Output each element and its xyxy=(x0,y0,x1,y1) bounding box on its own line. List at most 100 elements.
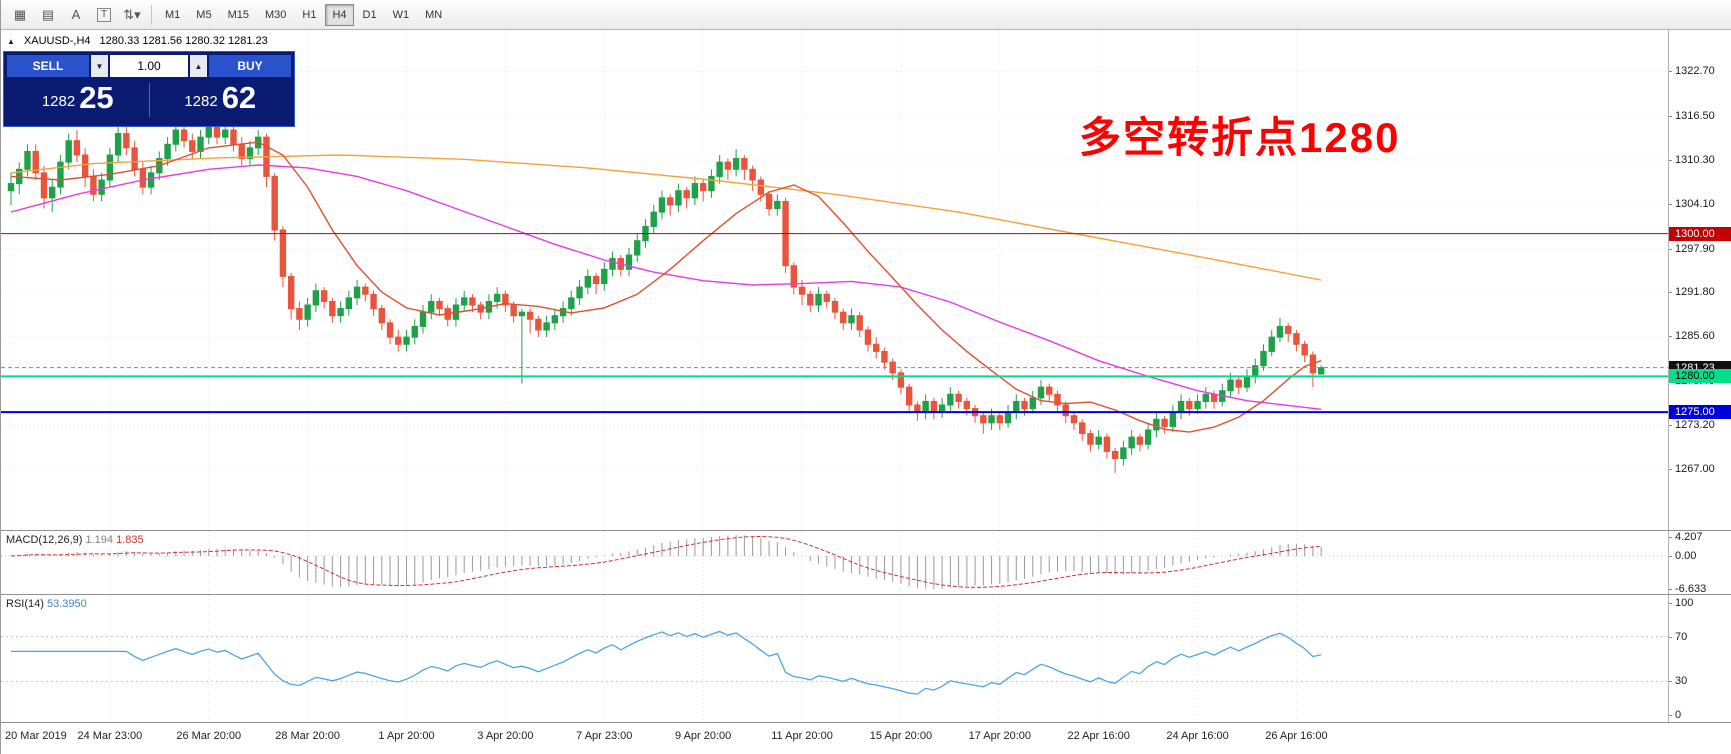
main-chart-panel: ▲ XAUUSD-,H4 1280.33 1281.56 1280.32 128… xyxy=(1,30,1731,530)
macd-vertical-grid xyxy=(10,531,1297,595)
price-axis-label: 1285.60 xyxy=(1675,330,1715,343)
toolbar: ▦ ▤ A T ⇅▾ M1 M5 M15 M30 H1 H4 D1 W1 MN xyxy=(1,0,1731,30)
sell-button[interactable]: SELL xyxy=(7,55,89,77)
rsi-axis-label: 100 xyxy=(1675,597,1694,609)
chart-annotation-text: 多空转折点1280 xyxy=(1079,114,1401,161)
bar-ohlc-values: 1280.33 1281.56 1280.32 1281.23 xyxy=(99,35,268,47)
rsi-axis[interactable]: 100 70 30 0 xyxy=(1668,595,1731,722)
timeframe-button-m30[interactable]: M30 xyxy=(264,8,287,21)
rsi-line xyxy=(11,630,1322,695)
price-axis-label: 1291.80 xyxy=(1675,286,1715,299)
price-divider xyxy=(148,83,150,117)
price-tag-1280.00: 1280.00 xyxy=(1669,369,1731,384)
time-axis-label: 26 Apr 16:00 xyxy=(1265,730,1328,742)
macd-canvas[interactable] xyxy=(1,531,1670,595)
axis-tick xyxy=(1669,425,1672,426)
text-annotation-icon[interactable]: A xyxy=(71,7,81,22)
time-axis-label: 11 Apr 20:00 xyxy=(771,730,833,742)
macd-signal-value: 1.835 xyxy=(116,534,144,546)
price-tag-1275.00: 1275.00 xyxy=(1669,405,1731,420)
timeframe-button-d1[interactable]: D1 xyxy=(362,8,377,21)
one-click-trading-panel: SELL ▼ 1.00 ▲ BUY 1282 25 1282 62 xyxy=(3,51,295,127)
timeframe-button-m1[interactable]: M1 xyxy=(165,8,181,21)
price-axis[interactable]: 1322.70 1316.50 1310.30 1304.10 1297.90 1291.… xyxy=(1668,30,1731,530)
main-chart-canvas[interactable] xyxy=(1,30,1670,530)
axis-tick xyxy=(1669,204,1672,206)
axis-tick xyxy=(1669,603,1672,604)
macd-axis-label: -6.633 xyxy=(1675,583,1707,595)
time-axis-label: 9 Apr 20:00 xyxy=(675,730,732,742)
lot-increase-icon[interactable]: ▲ xyxy=(190,55,207,77)
price-axis-label: 1297.90 xyxy=(1675,242,1715,255)
one-click-toggle-icon[interactable]: ▲ xyxy=(7,36,15,46)
ask-pips: 62 xyxy=(221,80,257,115)
timeframe-button-w1[interactable]: W1 xyxy=(392,8,410,21)
time-axis-label: 7 Apr 23:00 xyxy=(576,730,633,742)
axis-tick xyxy=(1669,292,1672,294)
time-axis-label: 20 Mar 2019 xyxy=(5,730,67,742)
lot-size-input[interactable]: 1.00 xyxy=(110,55,188,77)
time-axis-label: 3 Apr 20:00 xyxy=(477,730,534,742)
price-axis-label: 1304.10 xyxy=(1675,198,1715,211)
macd-axis-label: 4.207 xyxy=(1675,531,1703,543)
macd-axis-label: 0.00 xyxy=(1675,550,1697,562)
buy-button[interactable]: BUY xyxy=(209,55,291,77)
ask-base: 1282 xyxy=(184,93,218,110)
axis-tick xyxy=(1669,715,1672,716)
axis-tick xyxy=(1669,336,1672,338)
timeframe-button-h1[interactable]: H1 xyxy=(302,8,317,21)
ma-fast-line xyxy=(10,141,1322,433)
rsi-label: RSI(14) 53.3950 xyxy=(6,598,87,610)
timeframe-button-m15[interactable]: M15 xyxy=(227,8,249,21)
axis-tick xyxy=(1669,636,1672,638)
price-axis-label: 1273.20 xyxy=(1675,419,1715,431)
time-axis-label: 22 Apr 16:00 xyxy=(1067,730,1130,742)
price-axis-label: 1310.30 xyxy=(1675,154,1715,166)
bid-price: 1282 25 xyxy=(7,82,149,118)
axis-tick xyxy=(1669,115,1672,117)
macd-label: MACD(12,26,9) 1.194 1.835 xyxy=(6,534,144,546)
axis-tick xyxy=(1669,556,1672,557)
timeframe-button-h4[interactable]: H4 xyxy=(325,3,354,26)
horizontal-lines[interactable] xyxy=(1,233,1670,414)
timeframe-button-mn[interactable]: MN xyxy=(425,8,443,21)
bid-base: 1282 xyxy=(41,93,76,110)
ma-slow-line xyxy=(10,154,1322,281)
toolbar-separator xyxy=(151,4,152,25)
rsi-axis-label: 0 xyxy=(1675,709,1682,721)
timeframe-button-m5[interactable]: M5 xyxy=(196,8,212,21)
axis-tick xyxy=(1669,248,1672,250)
price-axis-label: 1267.00 xyxy=(1675,463,1715,476)
time-axis-label: 24 Mar 23:00 xyxy=(77,730,143,742)
rsi-axis-label: 30 xyxy=(1675,675,1688,688)
axis-tick xyxy=(1669,589,1672,590)
axis-tick xyxy=(1669,681,1672,683)
macd-axis[interactable]: 4.207 0.00 -6.633 xyxy=(1668,531,1731,595)
rsi-panel: RSI(14) 53.3950 100 70 30 0 xyxy=(1,594,1731,723)
indicator-list-icon[interactable]: ▤ xyxy=(41,6,55,22)
rsi-axis-label: 70 xyxy=(1675,630,1688,643)
price-axis-label: 1322.70 xyxy=(1675,65,1715,78)
macd-signal-line xyxy=(10,535,1322,588)
time-axis-label: 26 Mar 20:00 xyxy=(176,730,242,742)
time-axis[interactable]: 20 Mar 2019 24 Mar 23:00 26 Mar 20:00 28 Ma… xyxy=(1,722,1731,754)
time-axis-label: 1 Apr 20:00 xyxy=(378,730,435,742)
arrange-dropdown-icon[interactable]: ⇅▾ xyxy=(123,6,141,22)
ask-price: 1282 62 xyxy=(150,82,292,118)
time-axis-label: 15 Apr 20:00 xyxy=(869,730,933,742)
lot-decrease-icon[interactable]: ▼ xyxy=(91,55,108,77)
price-grid xyxy=(1,70,1670,470)
rsi-value: 53.3950 xyxy=(46,598,87,610)
rsi-vertical-grid xyxy=(10,595,1297,723)
time-axis-label: 17 Apr 20:00 xyxy=(968,730,1031,742)
time-axis-label: 28 Mar 20:00 xyxy=(275,730,341,742)
chart-window-icon[interactable]: ▦ xyxy=(13,6,27,22)
macd-panel: MACD(12,26,9) 1.194 1.835 4.207 0.00 -6.63… xyxy=(1,530,1731,595)
text-label-icon[interactable]: T xyxy=(91,3,117,27)
macd-main-value: 1.194 xyxy=(85,534,114,546)
axis-tick xyxy=(1669,469,1672,471)
axis-tick xyxy=(1669,71,1672,73)
rsi-canvas[interactable] xyxy=(1,595,1670,723)
price-axis-label: 1316.50 xyxy=(1675,109,1715,122)
